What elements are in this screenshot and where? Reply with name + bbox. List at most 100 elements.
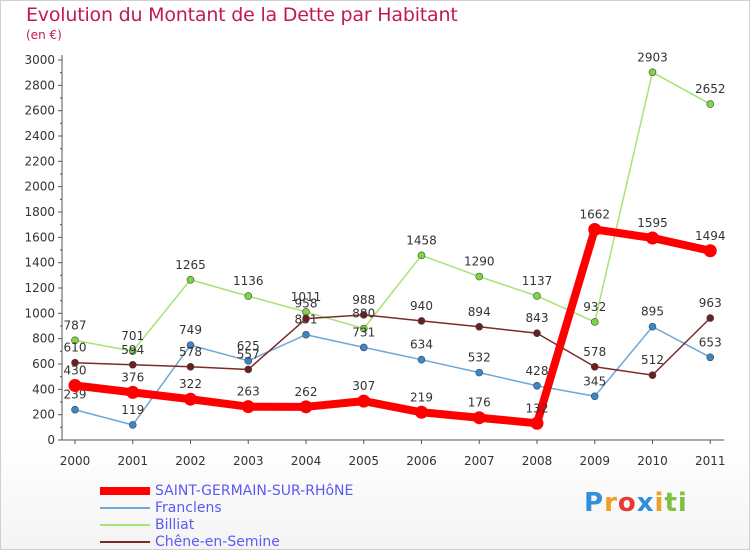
legend-swatch [100, 541, 150, 543]
legend-label: SAINT-GERMAIN-SUR-RHôNE [155, 483, 354, 499]
data-label: 1494 [695, 229, 726, 243]
data-point [71, 405, 79, 414]
y-tick-label: 2400 [24, 129, 55, 143]
series-line-0 [74, 225, 712, 428]
y-tick-label: 200 [32, 408, 55, 422]
data-point [128, 347, 137, 356]
data-point [590, 318, 599, 326]
data-point [475, 322, 484, 331]
data-point [184, 392, 197, 406]
data-label: 219 [410, 390, 433, 404]
series-line-1 [74, 325, 711, 426]
data-label: 787 [64, 318, 87, 332]
data-label: 940 [410, 299, 433, 313]
data-label: 625 [237, 339, 260, 353]
data-label: 958 [295, 297, 318, 311]
data-point [302, 330, 310, 339]
legend-swatch [100, 524, 150, 526]
data-point [530, 416, 544, 430]
data-label: 843 [526, 311, 549, 325]
chart-title: Evolution du Montant de la Dette par Hab… [26, 4, 458, 26]
data-point [71, 336, 79, 345]
data-point [706, 353, 715, 362]
data-point [71, 358, 79, 367]
data-label: 731 [352, 325, 375, 339]
data-label: 307 [352, 379, 375, 393]
data-label: 1011 [291, 290, 322, 304]
legend-label: Billiat [155, 517, 195, 533]
data-point [475, 272, 484, 281]
data-label: 430 [64, 364, 87, 378]
legend-swatch [100, 487, 150, 495]
x-tick-label: 2002 [175, 454, 206, 468]
data-label: 1458 [406, 233, 437, 247]
y-tick-label: 2000 [24, 180, 55, 194]
data-point [648, 371, 657, 379]
y-tick-label: 1800 [24, 205, 55, 219]
data-point [533, 292, 541, 300]
data-label: 701 [121, 329, 144, 343]
data-point [186, 341, 195, 349]
data-point [357, 394, 371, 408]
data-point [244, 292, 253, 300]
x-tick-label: 2011 [695, 454, 726, 468]
y-tick-label: 2800 [24, 78, 55, 92]
x-tick-label: 2005 [348, 454, 379, 468]
data-point [472, 411, 486, 425]
y-tick-label: 1000 [24, 306, 55, 320]
data-label: 894 [468, 305, 491, 319]
data-point [648, 322, 657, 331]
data-label: 1290 [464, 255, 495, 269]
data-point [590, 362, 599, 371]
data-label: 322 [179, 377, 202, 391]
y-tick-label: 1600 [24, 230, 55, 244]
data-label: 578 [583, 345, 606, 359]
data-point [359, 311, 368, 319]
data-label: 132 [526, 401, 549, 415]
data-label: 1137 [522, 274, 553, 288]
x-tick-label: 2009 [579, 454, 610, 468]
data-point [415, 405, 428, 419]
proxiti-logo: Proxiti [584, 488, 688, 518]
y-tick-label: 600 [32, 357, 55, 371]
data-point [533, 381, 541, 390]
data-label: 1595 [637, 216, 668, 230]
data-point [590, 392, 599, 401]
data-point [302, 314, 310, 323]
x-tick-label: 2007 [464, 454, 495, 468]
data-label: 428 [526, 364, 549, 378]
x-tick-label: 2008 [522, 454, 553, 468]
data-label: 963 [699, 296, 722, 310]
y-tick-label: 3000 [24, 53, 55, 67]
data-label: 2903 [637, 50, 668, 64]
data-label: 512 [641, 353, 664, 367]
data-point [648, 68, 657, 77]
data-label: 176 [468, 396, 491, 410]
data-point [475, 368, 484, 377]
data-label: 932 [583, 300, 606, 314]
data-point [68, 379, 82, 393]
data-label: 1265 [175, 258, 206, 272]
data-point [126, 385, 140, 399]
data-label: 988 [352, 293, 375, 307]
data-label: 262 [295, 385, 318, 399]
data-label: 578 [179, 345, 202, 359]
y-tick-label: 0 [47, 433, 55, 447]
data-label: 119 [121, 403, 144, 417]
legend-label: Chêne-en-Semine [155, 534, 280, 550]
data-point [186, 362, 195, 371]
x-tick-label: 2004 [291, 454, 322, 468]
data-label: 653 [699, 335, 722, 349]
data-point [417, 317, 426, 325]
series-line-2 [74, 71, 711, 352]
data-point [241, 400, 255, 414]
legend-label: Franclens [155, 500, 222, 516]
data-point [588, 222, 602, 236]
data-label: 895 [641, 305, 664, 319]
data-label: 610 [64, 341, 87, 355]
data-point [359, 343, 368, 352]
data-label: 263 [237, 385, 260, 399]
y-tick-label: 2200 [24, 154, 55, 168]
